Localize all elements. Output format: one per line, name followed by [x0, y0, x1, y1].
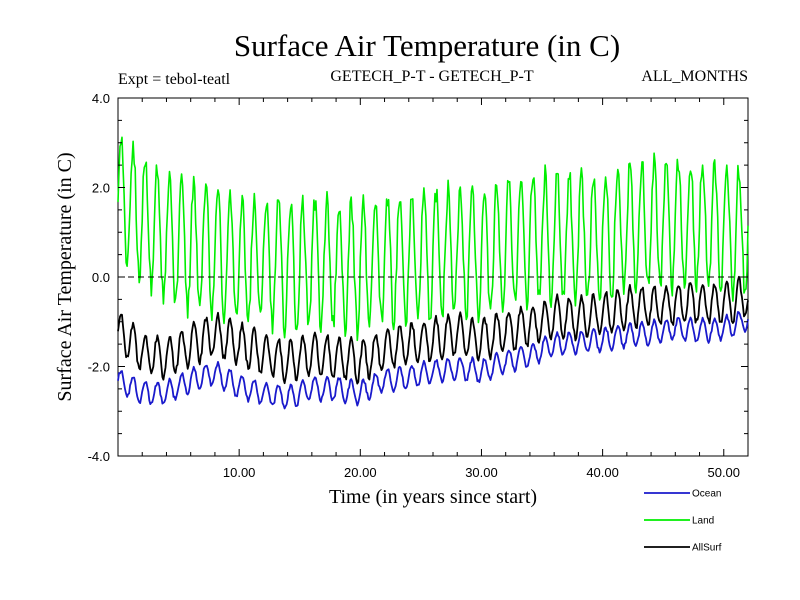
x-tick-label: 50.00 [707, 465, 740, 480]
y-tick-label: -2.0 [88, 360, 110, 375]
plot-area: 10.00 20.00 30.00 40.00 50.00 4.0 2.0 0.0 -2.0 -4… [88, 91, 749, 480]
x-tick-label: 20.00 [344, 465, 377, 480]
subtitle-months: ALL_MONTHS [641, 68, 748, 85]
legend: Ocean Land AllSurf [644, 489, 722, 554]
x-tick-label: 10.00 [223, 465, 256, 480]
series-line-land [117, 136, 749, 342]
chart-title: Surface Air Temperature (in C) [234, 28, 620, 63]
legend-label-land: Land [692, 516, 714, 527]
y-tick-label: 0.0 [92, 270, 110, 285]
x-tick-label: 40.00 [586, 465, 619, 480]
y-tick-label: 2.0 [92, 181, 110, 196]
legend-label-allsurf: AllSurf [692, 543, 722, 554]
subtitle-experiment: Expt = tebol-teatl [118, 71, 231, 88]
series-line-allsurf [117, 275, 749, 385]
legend-label-ocean: Ocean [692, 489, 721, 500]
series-layer [117, 136, 749, 410]
y-axis-label: Surface Air Temperature (in C) [54, 152, 76, 401]
tick-layer: 10.00 20.00 30.00 40.00 50.00 4.0 2.0 0.0 -2.0 -4… [88, 91, 749, 480]
subtitle-dataset: GETECH_P-T - GETECH_P-T [330, 68, 533, 85]
y-tick-label: 4.0 [92, 91, 110, 106]
x-axis-label: Time (in years since start) [329, 486, 537, 508]
y-tick-label: -4.0 [88, 449, 110, 464]
x-tick-label: 30.00 [465, 465, 498, 480]
series-line-ocean [117, 310, 749, 410]
